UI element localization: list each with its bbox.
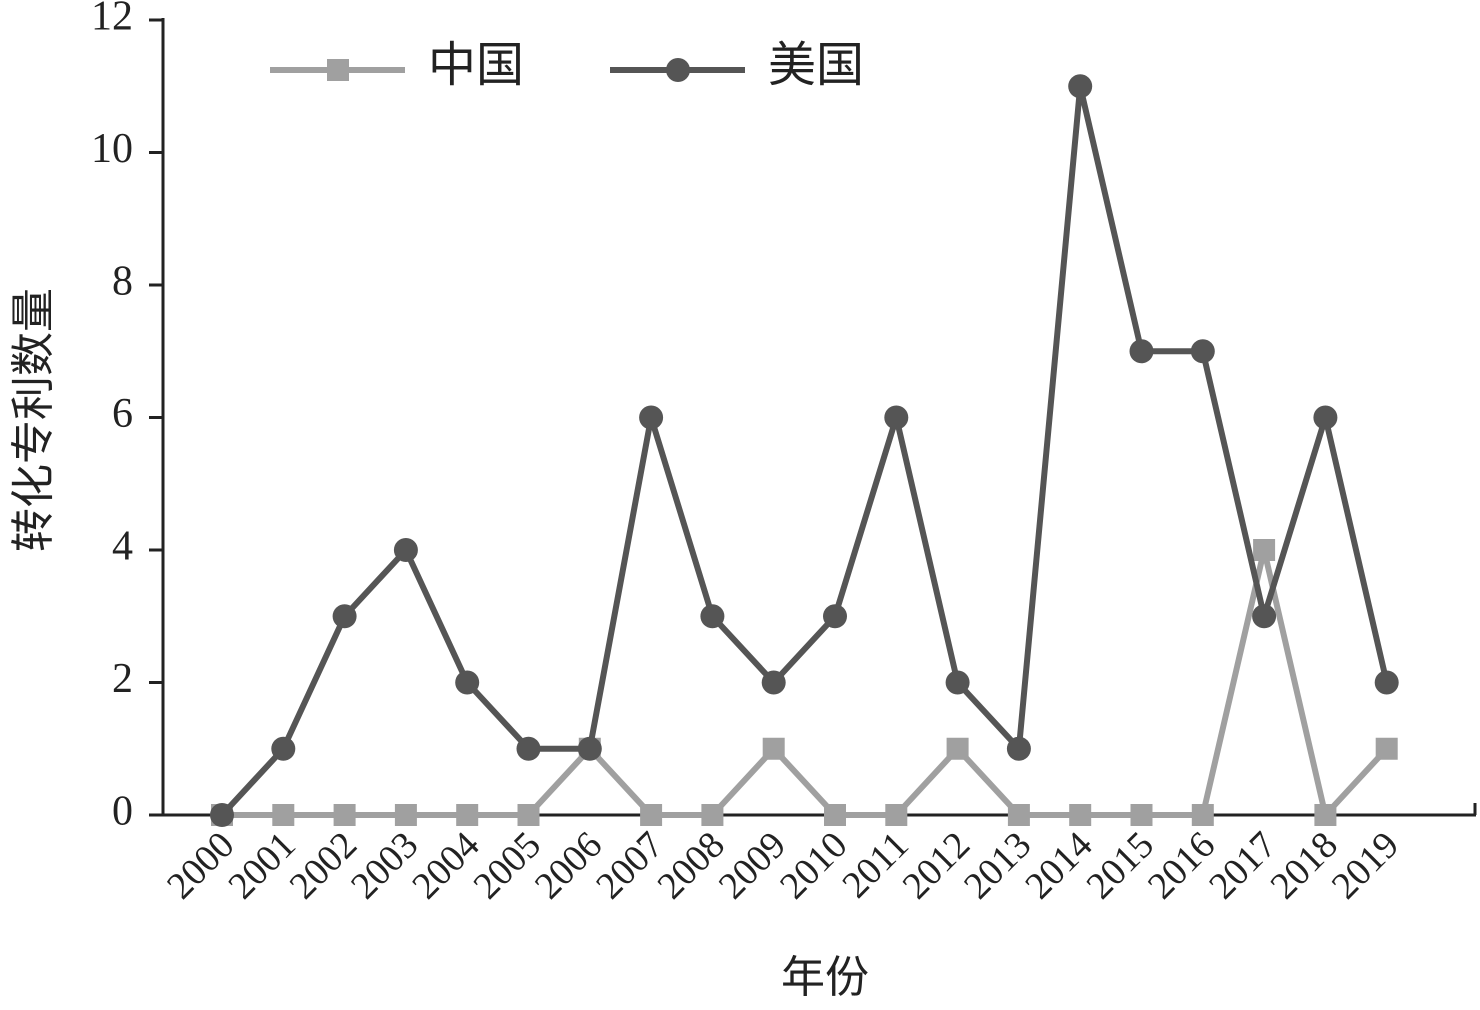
marker xyxy=(333,804,356,826)
marker xyxy=(456,804,479,826)
marker xyxy=(455,670,480,695)
marker xyxy=(1374,670,1399,695)
marker xyxy=(1313,405,1338,430)
x-tick-label: 2008 xyxy=(649,824,732,907)
x-tick-label: 2014 xyxy=(1017,824,1100,907)
marker xyxy=(762,737,785,760)
marker xyxy=(1375,737,1398,760)
legend-marker xyxy=(666,58,690,82)
marker xyxy=(393,538,418,562)
y-tick-label: 2 xyxy=(112,656,133,702)
legend-marker xyxy=(327,59,349,81)
marker xyxy=(823,604,847,629)
marker xyxy=(1191,804,1214,826)
marker xyxy=(1007,804,1030,826)
y-tick-label: 6 xyxy=(112,391,133,437)
marker xyxy=(1129,339,1154,364)
marker xyxy=(272,804,295,826)
y-tick-label: 12 xyxy=(91,0,133,40)
marker xyxy=(640,804,663,826)
marker xyxy=(1068,74,1093,99)
x-tick-label: 2011 xyxy=(834,824,916,906)
marker xyxy=(332,604,357,629)
legend-label: 美国 xyxy=(768,39,864,92)
marker xyxy=(1253,539,1276,561)
x-tick-label: 2009 xyxy=(711,824,794,907)
y-axis-title: 转化专利数量 xyxy=(9,288,58,552)
marker xyxy=(945,670,970,695)
y-tick-label: 10 xyxy=(91,126,133,172)
x-tick-label: 2012 xyxy=(895,824,978,907)
legend-label: 中国 xyxy=(428,39,524,92)
x-tick-label: 2018 xyxy=(1262,824,1345,907)
marker xyxy=(516,736,541,761)
marker xyxy=(701,804,724,826)
x-axis-title: 年份 xyxy=(781,953,869,1002)
series-line xyxy=(222,547,1389,818)
x-tick-label: 2002 xyxy=(282,824,365,907)
marker xyxy=(700,604,725,629)
marker xyxy=(210,803,234,827)
x-tick-label: 2007 xyxy=(588,824,671,907)
marker xyxy=(1252,604,1277,629)
marker xyxy=(1069,804,1092,826)
x-tick-label: 2017 xyxy=(1201,824,1284,907)
series-line xyxy=(219,83,1390,818)
marker xyxy=(271,736,296,761)
x-tick-label: 2015 xyxy=(1079,824,1162,907)
marker xyxy=(1006,736,1031,761)
x-tick-label: 2003 xyxy=(343,824,426,907)
marker xyxy=(885,804,908,826)
marker xyxy=(824,804,846,826)
x-tick-label: 2004 xyxy=(404,824,487,907)
marker xyxy=(577,736,602,761)
x-tick-label: 2019 xyxy=(1324,824,1407,907)
y-tick-label: 0 xyxy=(112,789,133,835)
marker xyxy=(1314,804,1337,826)
x-tick-label: 2016 xyxy=(1140,824,1223,907)
x-tick-label: 2006 xyxy=(527,824,610,907)
y-tick-label: 4 xyxy=(112,524,133,570)
x-tick-label: 2000 xyxy=(159,824,242,907)
marker xyxy=(517,804,540,826)
x-tick-label: 2005 xyxy=(466,824,549,907)
marker xyxy=(639,405,664,430)
marker xyxy=(1190,339,1215,364)
y-tick-label: 8 xyxy=(112,259,133,305)
x-tick-label: 2001 xyxy=(220,824,303,907)
marker xyxy=(761,670,786,695)
x-tick-label: 2010 xyxy=(772,824,855,907)
x-tick-label: 2013 xyxy=(956,824,1039,907)
marker xyxy=(1130,804,1153,826)
marker xyxy=(884,405,909,430)
marker xyxy=(394,804,417,826)
marker xyxy=(946,737,969,760)
